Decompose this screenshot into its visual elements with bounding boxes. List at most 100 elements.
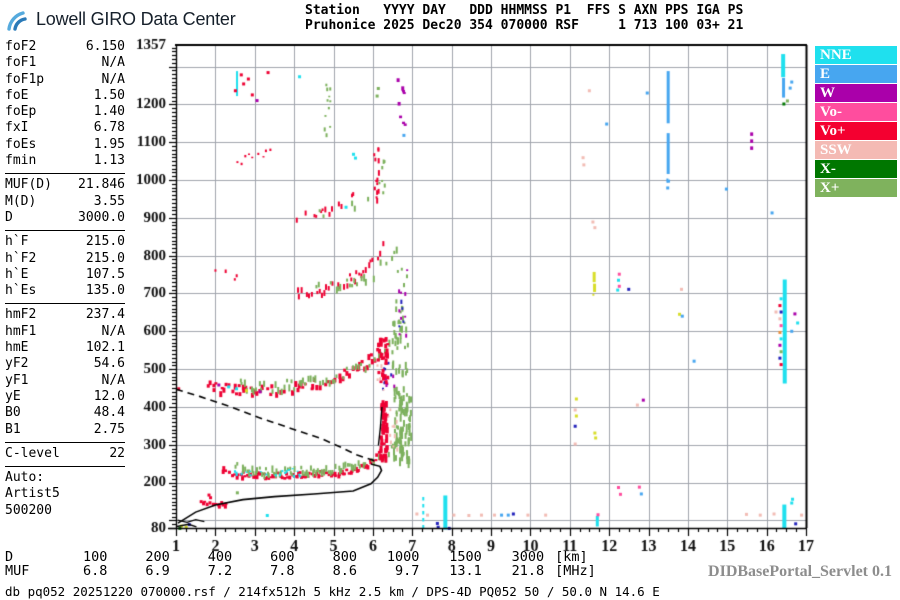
param-label: yF2 — [5, 356, 29, 372]
legend-item-x: X- — [815, 160, 897, 178]
legend-item-nne: NNE — [815, 46, 897, 64]
param-label: D — [5, 209, 13, 225]
panel-divider — [5, 173, 125, 175]
param-value: 6.150 — [85, 39, 125, 54]
param-value: N/A — [101, 372, 125, 388]
legend-item-x: X+ — [815, 179, 897, 197]
panel-divider — [5, 466, 125, 468]
param-label: C-level — [5, 445, 60, 461]
servlet-version-label: DIDBasePortal_Servlet 0.1 — [708, 563, 892, 580]
brand-title: Lowell GIRO Data Center — [36, 8, 236, 29]
param-row: M(D) 3.55 — [5, 194, 125, 210]
station-header: Station YYYY DAY DDD HHMMSS P1 FFS S AXN… — [305, 3, 743, 33]
distance-unit: [km] — [555, 549, 588, 565]
legend-item-ssw: SSW — [815, 141, 897, 159]
param-label: foEs — [5, 136, 37, 152]
param-label: hmF1 — [5, 323, 37, 339]
panel-divider — [5, 230, 125, 232]
param-value: 3.55 — [93, 193, 125, 209]
station-header-line1: Station YYYY DAY DDD HHMMSS P1 FFS S AXN… — [305, 3, 744, 18]
param-label: foF1p — [5, 71, 45, 87]
param-value: N/A — [101, 71, 125, 87]
distance-value: 3000 — [511, 549, 545, 565]
param-value: 2.75 — [93, 421, 125, 437]
param-row: B1 2.75 — [5, 422, 125, 438]
param-value: 1.50 — [93, 87, 125, 103]
distance-value: 1500 — [449, 549, 482, 565]
param-label: MUF(D) — [5, 177, 52, 193]
param-label: yF1 — [5, 372, 29, 388]
param-value: 54.6 — [93, 356, 125, 372]
param-value: 3000.0 — [78, 209, 125, 225]
param-label: M(D) — [5, 193, 37, 209]
param-value: 237.4 — [85, 307, 125, 323]
param-row: D 3000.0 — [5, 210, 125, 226]
muf-value: 13.1 — [449, 563, 482, 579]
legend-item-vo: Vo- — [815, 103, 897, 121]
param-value: 102.1 — [85, 340, 125, 356]
distance-value: 800 — [332, 549, 357, 565]
distance-value: 600 — [270, 549, 295, 565]
muf-value: 7.8 — [270, 563, 295, 579]
param-row: foF1p N/A — [5, 72, 125, 88]
panel-divider — [5, 441, 125, 443]
param-value: 1.40 — [93, 104, 125, 120]
param-row: C-level 22 — [5, 446, 125, 462]
param-row: foEp 1.40 — [5, 104, 125, 120]
param-label: h`F2 — [5, 250, 37, 266]
param-row: yE 12.0 — [5, 389, 125, 405]
legend-item-e: E — [815, 65, 897, 83]
param-label: hmF2 — [5, 307, 37, 323]
param-label: hmE — [5, 340, 29, 356]
param-label: foF1 — [5, 55, 37, 71]
param-value: 48.4 — [93, 405, 125, 421]
distance-value: 100 — [83, 549, 108, 565]
param-value: 107.5 — [85, 266, 125, 282]
param-row: foE 1.50 — [5, 88, 125, 104]
param-row: hmF2 237.4 — [5, 307, 125, 323]
param-row: hmE 102.1 — [5, 340, 125, 356]
param-value: 1.13 — [93, 153, 125, 169]
param-label: foEp — [5, 104, 37, 120]
param-label: foE — [5, 87, 29, 103]
param-label: yE — [5, 388, 21, 404]
param-label: B1 — [5, 421, 21, 437]
muf-value: 9.7 — [394, 563, 420, 579]
auto-label: Auto: — [5, 470, 45, 486]
param-row: yF1 N/A — [5, 373, 125, 389]
param-label: fxI — [5, 120, 29, 136]
brand[interactable]: Lowell GIRO Data Center — [6, 6, 236, 32]
param-label: fmin — [5, 153, 37, 169]
muf-label: MUF — [5, 563, 30, 579]
param-label: h`E — [5, 266, 29, 282]
param-row: h`Es 135.0 — [5, 283, 125, 299]
param-row: foF1 N/A — [5, 55, 125, 71]
muf-unit: [MHz] — [555, 563, 596, 579]
param-row: B0 48.4 — [5, 405, 125, 421]
parameter-panel: foF2 6.150 foF1 N/A foF1p N/A foE 1.50 foEp 1.40 f… — [5, 39, 125, 519]
param-row: h`F 215.0 — [5, 234, 125, 250]
param-value: 21.846 — [78, 177, 125, 193]
param-value: 135.0 — [85, 283, 125, 299]
param-row: fxI 6.78 — [5, 120, 125, 136]
auto-label: Artist5 — [5, 486, 60, 502]
param-row: foF2 6.150 — [5, 39, 125, 55]
param-value: 22 — [109, 445, 125, 461]
param-row: foEs 1.95 — [5, 137, 125, 153]
param-value: 215.0 — [85, 250, 125, 266]
param-row: fmin 1.13 — [5, 153, 125, 169]
param-value: 215.0 — [85, 234, 125, 250]
panel-divider — [5, 303, 125, 305]
param-row: h`F2 215.0 — [5, 251, 125, 267]
param-value: 12.0 — [93, 388, 125, 404]
distance-row: D 100 200 400 600 800 1000 1500 3000 [km] — [5, 549, 588, 565]
distance-label: D — [5, 549, 14, 565]
muf-value: 6.8 — [83, 563, 108, 579]
muf-value: 21.8 — [511, 563, 545, 579]
param-row: yF2 54.6 — [5, 356, 125, 372]
param-value: N/A — [101, 323, 125, 339]
muf-value: 8.6 — [332, 563, 357, 579]
muf-value: 6.9 — [145, 563, 170, 579]
distance-value: 1000 — [386, 549, 420, 565]
